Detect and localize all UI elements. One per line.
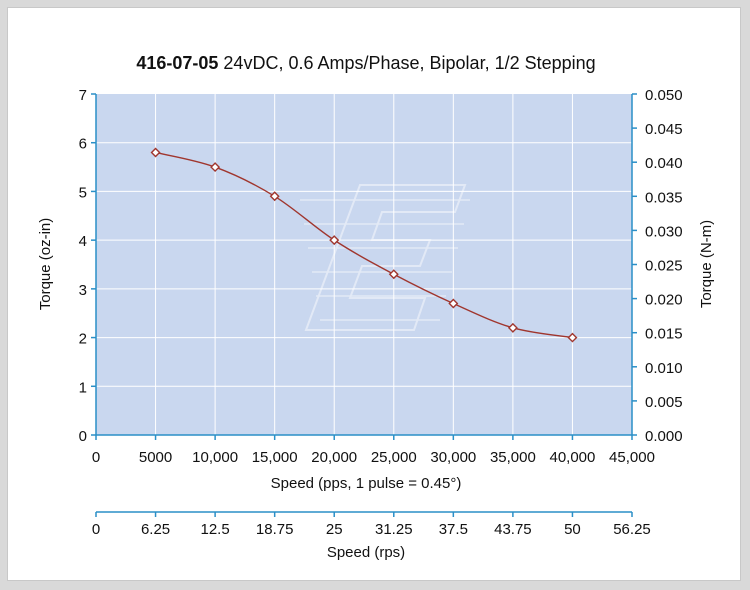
series-line [155, 151, 573, 339]
y-left-axis-label: Torque (oz-in) [37, 218, 54, 311]
data-point [210, 162, 221, 173]
x2-tick-label: 56.25 [613, 521, 651, 538]
x-tick-label: 0 [92, 449, 100, 466]
y-right-tick-label: 0.020 [645, 292, 683, 309]
y-right-tick-label: 0.015 [645, 326, 683, 343]
plot-area [96, 94, 632, 435]
y-right-axis-label: Torque (N-m) [698, 220, 715, 308]
x-tick-label: 15,000 [252, 449, 298, 466]
data-point [448, 298, 459, 309]
y-left-tick-label: 1 [79, 379, 87, 396]
y-left-tick-label: 6 [79, 136, 87, 153]
data-point [388, 269, 399, 280]
y-left-tick-label: 2 [79, 331, 87, 348]
data-point [150, 147, 161, 158]
x2-tick-label: 12.5 [201, 521, 230, 538]
y-right-tick-label: 0.030 [645, 223, 683, 240]
chart-title: 416-07-05 24vDC, 0.6 Amps/Phase, Bipolar… [136, 53, 595, 73]
x-tick-label: 10,000 [192, 449, 238, 466]
x2-tick-label: 31.25 [375, 521, 413, 538]
y-left-tick-label: 4 [79, 233, 87, 250]
x-tick-label: 45,000 [609, 449, 655, 466]
x-tick-label: 5000 [139, 449, 172, 466]
x2-tick-label: 6.25 [141, 521, 170, 538]
x-tick-label: 40,000 [549, 449, 595, 466]
data-point [507, 322, 518, 333]
y-right-tick-label: 0.005 [645, 394, 683, 411]
data-point [329, 235, 340, 246]
y-right-tick-label: 0.025 [645, 258, 683, 275]
x2-tick-label: 0 [92, 521, 100, 538]
x-tick-label: 35,000 [490, 449, 536, 466]
y-right-tick-label: 0.050 [645, 87, 683, 104]
y-right-tick-label: 0.040 [645, 155, 683, 172]
x2-tick-label: 18.75 [256, 521, 294, 538]
y-right-tick-label: 0.045 [645, 121, 683, 138]
y-right-tick-label: 0.010 [645, 360, 683, 377]
y-right-tick-label: 0.000 [645, 428, 683, 445]
x-axis-label: Speed (pps, 1 pulse = 0.45°) [271, 475, 462, 492]
y-left-tick-label: 0 [79, 428, 87, 445]
x-tick-label: 25,000 [371, 449, 417, 466]
x2-tick-label: 37.5 [439, 521, 468, 538]
chart-title-bold: 416-07-05 [136, 53, 218, 73]
data-point [567, 332, 578, 343]
y-left-tick-label: 7 [79, 87, 87, 104]
x2-tick-label: 25 [326, 521, 343, 538]
x-tick-label: 20,000 [311, 449, 357, 466]
x-tick-label: 30,000 [430, 449, 476, 466]
y-left-tick-label: 5 [79, 184, 87, 201]
x2-axis-label: Speed (rps) [327, 544, 405, 561]
y-left-tick-label: 3 [79, 282, 87, 299]
data-point [269, 191, 280, 202]
x2-tick-label: 50 [564, 521, 581, 538]
x2-tick-label: 43.75 [494, 521, 532, 538]
y-right-tick-label: 0.035 [645, 189, 683, 206]
chart-title-rest: 24vDC, 0.6 Amps/Phase, Bipolar, 1/2 Step… [218, 53, 595, 73]
